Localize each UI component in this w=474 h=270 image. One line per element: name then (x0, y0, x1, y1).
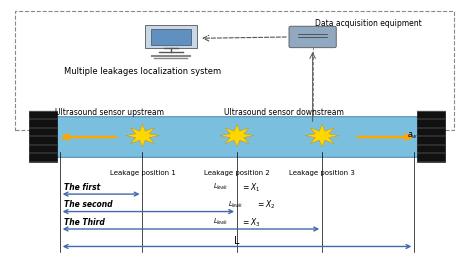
FancyBboxPatch shape (289, 26, 336, 48)
Text: The second: The second (64, 200, 116, 209)
Text: Leakage position 2: Leakage position 2 (204, 170, 270, 176)
Text: Data acquisition equipment: Data acquisition equipment (315, 19, 422, 28)
Text: Ultrasound sensor upstream: Ultrasound sensor upstream (55, 108, 164, 117)
Text: $a_w$: $a_w$ (407, 130, 418, 141)
Text: $=X_2$: $=X_2$ (256, 199, 275, 211)
Polygon shape (305, 124, 339, 147)
Text: The first: The first (64, 183, 103, 192)
Bar (145, 25, 197, 48)
Polygon shape (126, 124, 159, 147)
Text: $=X_1$: $=X_1$ (241, 181, 260, 194)
Bar (29, 111, 57, 162)
Bar (151, 29, 191, 45)
Text: Leakage position 3: Leakage position 3 (289, 170, 355, 176)
Text: Leakage position 1: Leakage position 1 (109, 170, 175, 176)
Text: Multiple leakages localization system: Multiple leakages localization system (64, 68, 221, 76)
Text: L: L (234, 236, 240, 246)
Bar (417, 111, 445, 162)
Text: $L_{leak}$: $L_{leak}$ (213, 182, 229, 193)
Text: Ultrasound sensor downstream: Ultrasound sensor downstream (224, 108, 344, 117)
Text: The Third: The Third (64, 218, 108, 227)
FancyBboxPatch shape (44, 117, 430, 157)
Text: $=X_3$: $=X_3$ (241, 216, 260, 228)
Text: $L_{leak}$: $L_{leak}$ (228, 200, 244, 210)
Polygon shape (220, 124, 254, 147)
Text: $L_{leak}$: $L_{leak}$ (213, 217, 229, 227)
